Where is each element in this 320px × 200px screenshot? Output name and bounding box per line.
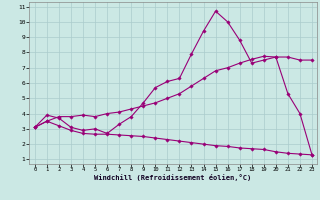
X-axis label: Windchill (Refroidissement éolien,°C): Windchill (Refroidissement éolien,°C): [94, 174, 252, 181]
